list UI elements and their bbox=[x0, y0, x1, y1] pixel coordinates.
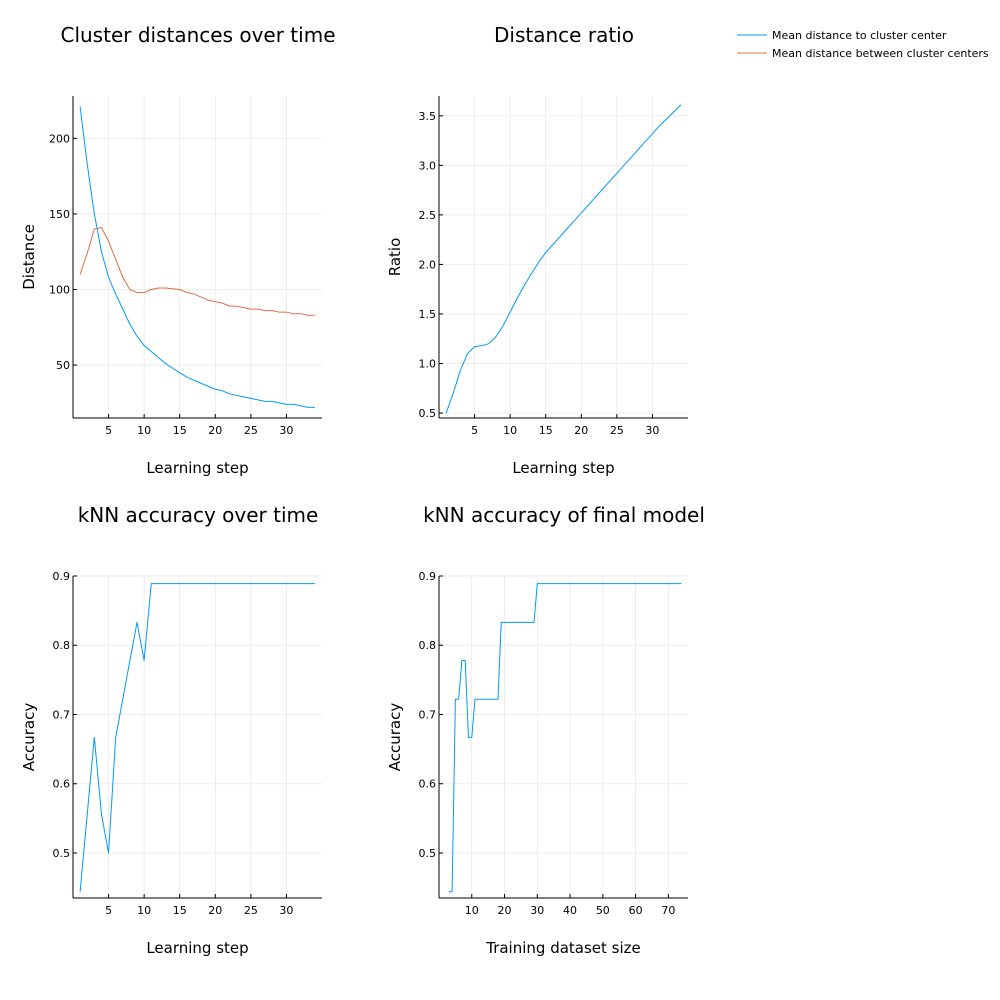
legend-entry-1: Mean distance between cluster centers bbox=[772, 47, 989, 60]
y-tick-label: 150 bbox=[49, 208, 70, 221]
series-line-0 bbox=[448, 583, 682, 893]
x-tick-label: 40 bbox=[563, 904, 577, 917]
x-tick-label: 30 bbox=[530, 904, 544, 917]
chart-panel-0: Cluster distances over time 5 10 15 20 25 30 50… bbox=[20, 23, 336, 477]
x-tick-label: 15 bbox=[173, 424, 187, 437]
x-tick-label: 20 bbox=[498, 904, 512, 917]
x-tick-label: 15 bbox=[173, 904, 187, 917]
y-tick-label: 0.9 bbox=[53, 570, 71, 583]
y-tick-label: 3.5 bbox=[419, 110, 437, 123]
x-tick-label: 10 bbox=[137, 904, 151, 917]
y-tick-label: 100 bbox=[49, 284, 70, 297]
y-tick-label: 3.0 bbox=[419, 159, 437, 172]
x-axis-label: Learning step bbox=[146, 939, 248, 957]
x-tick-label: 20 bbox=[208, 424, 222, 437]
series-line-0 bbox=[79, 106, 315, 408]
x-tick-label: 10 bbox=[137, 424, 151, 437]
legend-entry-0: Mean distance to cluster center bbox=[772, 29, 947, 42]
x-tick-label: 20 bbox=[208, 904, 222, 917]
chart-panel-2: kNN accuracy over time 5 10 15 20 25 30 0.5 0.6 0… bbox=[20, 503, 322, 957]
y-axis-label: Accuracy bbox=[386, 703, 404, 772]
x-tick-label: 5 bbox=[105, 904, 112, 917]
series-line-0 bbox=[79, 583, 315, 892]
y-tick-label: 2.0 bbox=[419, 258, 437, 271]
x-tick-label: 20 bbox=[574, 424, 588, 437]
y-tick-label: 1.5 bbox=[419, 308, 437, 321]
series-line-1 bbox=[79, 227, 315, 316]
chart-title: Distance ratio bbox=[494, 23, 634, 47]
x-axis-label: Learning step bbox=[512, 459, 614, 477]
x-tick-label: 30 bbox=[645, 424, 659, 437]
x-tick-label: 70 bbox=[661, 904, 675, 917]
chart-title: kNN accuracy over time bbox=[78, 503, 319, 527]
x-tick-label: 5 bbox=[105, 424, 112, 437]
chart-title: Cluster distances over time bbox=[60, 23, 335, 47]
x-tick-label: 25 bbox=[610, 424, 624, 437]
y-tick-label: 200 bbox=[49, 132, 70, 145]
x-tick-label: 5 bbox=[471, 424, 478, 437]
chart-title: kNN accuracy of final model bbox=[423, 503, 705, 527]
y-tick-label: 0.6 bbox=[419, 778, 437, 791]
y-tick-label: 0.7 bbox=[419, 708, 437, 721]
x-tick-label: 30 bbox=[279, 424, 293, 437]
y-tick-label: 0.7 bbox=[53, 708, 71, 721]
x-axis-label: Training dataset size bbox=[485, 939, 641, 957]
chart-panel-3: kNN accuracy of final model 10 20 30 40 50 60 7… bbox=[386, 503, 705, 957]
y-tick-label: 0.8 bbox=[53, 639, 71, 652]
x-tick-label: 50 bbox=[596, 904, 610, 917]
y-tick-label: 0.8 bbox=[419, 639, 437, 652]
x-tick-label: 10 bbox=[465, 904, 479, 917]
x-tick-label: 10 bbox=[503, 424, 517, 437]
y-axis-label: Accuracy bbox=[20, 703, 38, 772]
x-tick-label: 60 bbox=[629, 904, 643, 917]
series-line-0 bbox=[445, 104, 682, 414]
chart-panel-1: Distance ratio 5 10 15 20 25 30 0.5 1.0 1.5 2.0 2.5… bbox=[386, 23, 688, 477]
y-tick-label: 2.5 bbox=[419, 209, 437, 222]
y-axis-label: Distance bbox=[20, 224, 38, 290]
y-tick-label: 0.5 bbox=[53, 847, 71, 860]
x-tick-label: 25 bbox=[244, 904, 258, 917]
y-tick-label: 0.5 bbox=[419, 847, 437, 860]
y-tick-label: 50 bbox=[56, 359, 70, 372]
y-axis-label: Ratio bbox=[386, 238, 404, 277]
y-tick-label: 1.0 bbox=[419, 358, 437, 371]
y-tick-label: 0.9 bbox=[419, 570, 437, 583]
x-tick-label: 15 bbox=[539, 424, 553, 437]
legend: Mean distance to cluster center Mean dis… bbox=[737, 29, 989, 60]
x-tick-label: 25 bbox=[244, 424, 258, 437]
y-tick-label: 0.5 bbox=[419, 407, 437, 420]
x-tick-label: 30 bbox=[279, 904, 293, 917]
y-tick-label: 0.6 bbox=[53, 778, 71, 791]
x-axis-label: Learning step bbox=[146, 459, 248, 477]
